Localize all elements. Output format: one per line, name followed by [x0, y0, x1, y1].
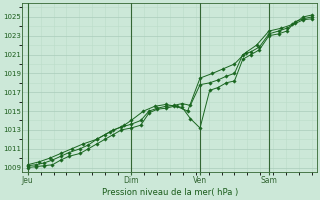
- X-axis label: Pression niveau de la mer( hPa ): Pression niveau de la mer( hPa ): [101, 188, 238, 197]
